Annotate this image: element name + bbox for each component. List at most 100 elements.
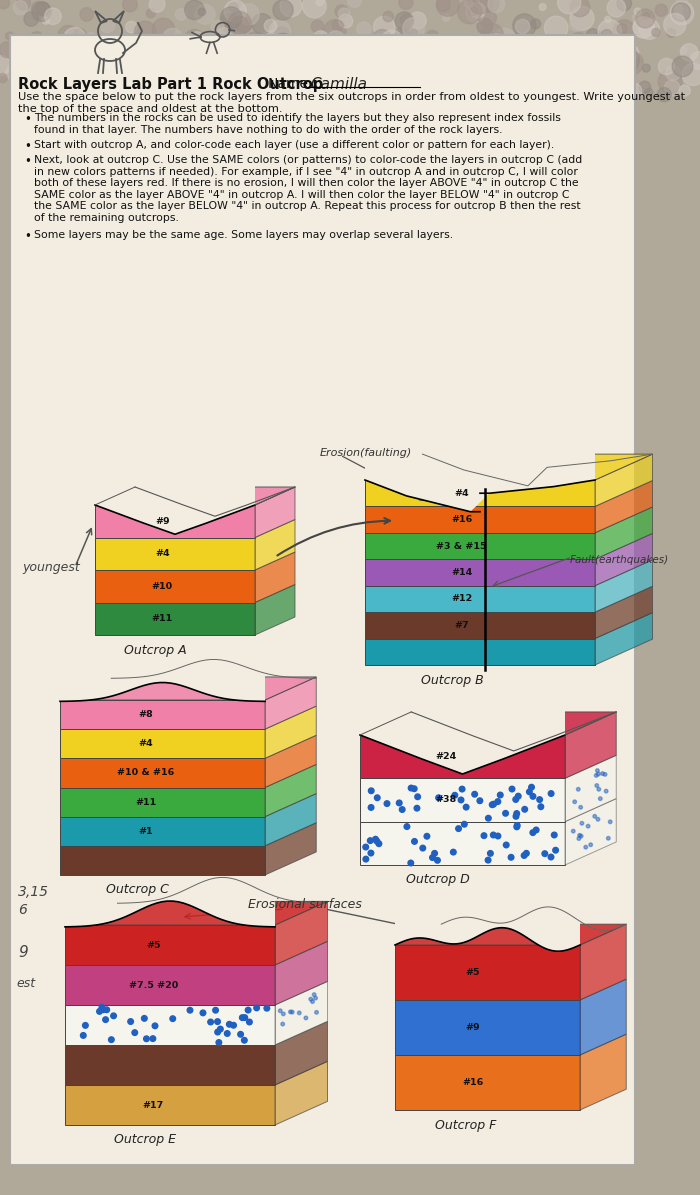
Circle shape [458, 797, 464, 803]
Circle shape [536, 57, 547, 69]
Text: #9: #9 [466, 1023, 480, 1032]
Circle shape [347, 0, 362, 7]
Circle shape [400, 14, 412, 26]
Circle shape [395, 12, 414, 30]
Circle shape [557, 38, 580, 61]
Circle shape [6, 67, 18, 79]
Circle shape [570, 19, 582, 31]
Circle shape [368, 851, 374, 856]
Circle shape [273, 0, 293, 20]
Circle shape [461, 821, 467, 827]
Text: #10: #10 [152, 582, 173, 590]
Circle shape [589, 842, 592, 846]
Circle shape [32, 60, 46, 73]
Polygon shape [580, 979, 626, 1055]
Circle shape [678, 13, 684, 19]
Circle shape [237, 66, 250, 79]
Text: Fault(earthquakes): Fault(earthquakes) [570, 554, 669, 565]
Circle shape [503, 810, 508, 816]
Circle shape [617, 75, 631, 90]
Circle shape [158, 62, 181, 85]
Circle shape [346, 74, 358, 86]
Circle shape [373, 17, 395, 38]
Circle shape [547, 68, 557, 79]
Circle shape [230, 17, 249, 36]
Circle shape [60, 59, 78, 76]
Circle shape [80, 50, 87, 56]
Circle shape [435, 858, 440, 863]
Circle shape [652, 29, 660, 36]
Circle shape [101, 69, 114, 82]
Text: youngest: youngest [22, 560, 80, 574]
Circle shape [238, 4, 259, 25]
Bar [395, 945, 580, 1000]
Circle shape [148, 54, 165, 71]
Circle shape [632, 13, 640, 22]
Polygon shape [365, 440, 595, 511]
Bar [60, 846, 265, 875]
Circle shape [122, 0, 137, 12]
Circle shape [218, 1027, 223, 1031]
Circle shape [150, 1036, 155, 1041]
Circle shape [32, 1, 46, 16]
Circle shape [99, 1005, 105, 1010]
Circle shape [384, 49, 402, 66]
Circle shape [459, 786, 465, 792]
Bar [365, 507, 595, 533]
Circle shape [328, 31, 344, 48]
Circle shape [636, 10, 654, 27]
Circle shape [512, 82, 519, 90]
Circle shape [120, 48, 139, 66]
Circle shape [208, 1019, 213, 1025]
Circle shape [577, 788, 580, 791]
Circle shape [30, 32, 43, 45]
Text: Erosional surfaces: Erosional surfaces [248, 899, 362, 912]
Circle shape [32, 2, 51, 22]
Circle shape [522, 853, 527, 858]
Polygon shape [595, 613, 652, 664]
Circle shape [682, 63, 700, 86]
Circle shape [290, 1010, 294, 1013]
Circle shape [140, 36, 159, 55]
Circle shape [262, 76, 271, 86]
Text: 6: 6 [18, 903, 27, 917]
Circle shape [90, 67, 102, 79]
Circle shape [537, 797, 542, 802]
Circle shape [452, 792, 458, 798]
Circle shape [103, 1017, 108, 1023]
Circle shape [272, 36, 282, 47]
Circle shape [672, 56, 693, 76]
Circle shape [600, 47, 612, 59]
Circle shape [530, 793, 536, 799]
Text: Outcrop D: Outcrop D [406, 874, 470, 887]
Bar [365, 559, 595, 586]
Circle shape [45, 8, 61, 25]
Bar [65, 1044, 275, 1085]
Text: #10 & #16: #10 & #16 [118, 768, 175, 778]
Circle shape [152, 18, 174, 41]
Circle shape [404, 823, 410, 829]
Circle shape [245, 1007, 251, 1013]
Circle shape [260, 31, 276, 47]
Circle shape [346, 72, 368, 94]
Circle shape [584, 845, 587, 848]
Circle shape [220, 7, 242, 29]
Circle shape [279, 1009, 282, 1012]
Circle shape [481, 833, 486, 839]
Circle shape [444, 84, 460, 99]
Circle shape [553, 847, 559, 853]
Text: •: • [24, 114, 31, 125]
Circle shape [408, 860, 414, 866]
Circle shape [624, 82, 642, 100]
Text: #16: #16 [462, 1078, 483, 1087]
Circle shape [408, 785, 414, 791]
Circle shape [15, 81, 30, 97]
Circle shape [466, 60, 475, 68]
Circle shape [251, 44, 265, 59]
Circle shape [284, 69, 302, 87]
Circle shape [283, 50, 292, 59]
Circle shape [639, 81, 651, 93]
Circle shape [525, 67, 534, 75]
Circle shape [426, 74, 441, 91]
Text: #4: #4 [454, 489, 469, 497]
